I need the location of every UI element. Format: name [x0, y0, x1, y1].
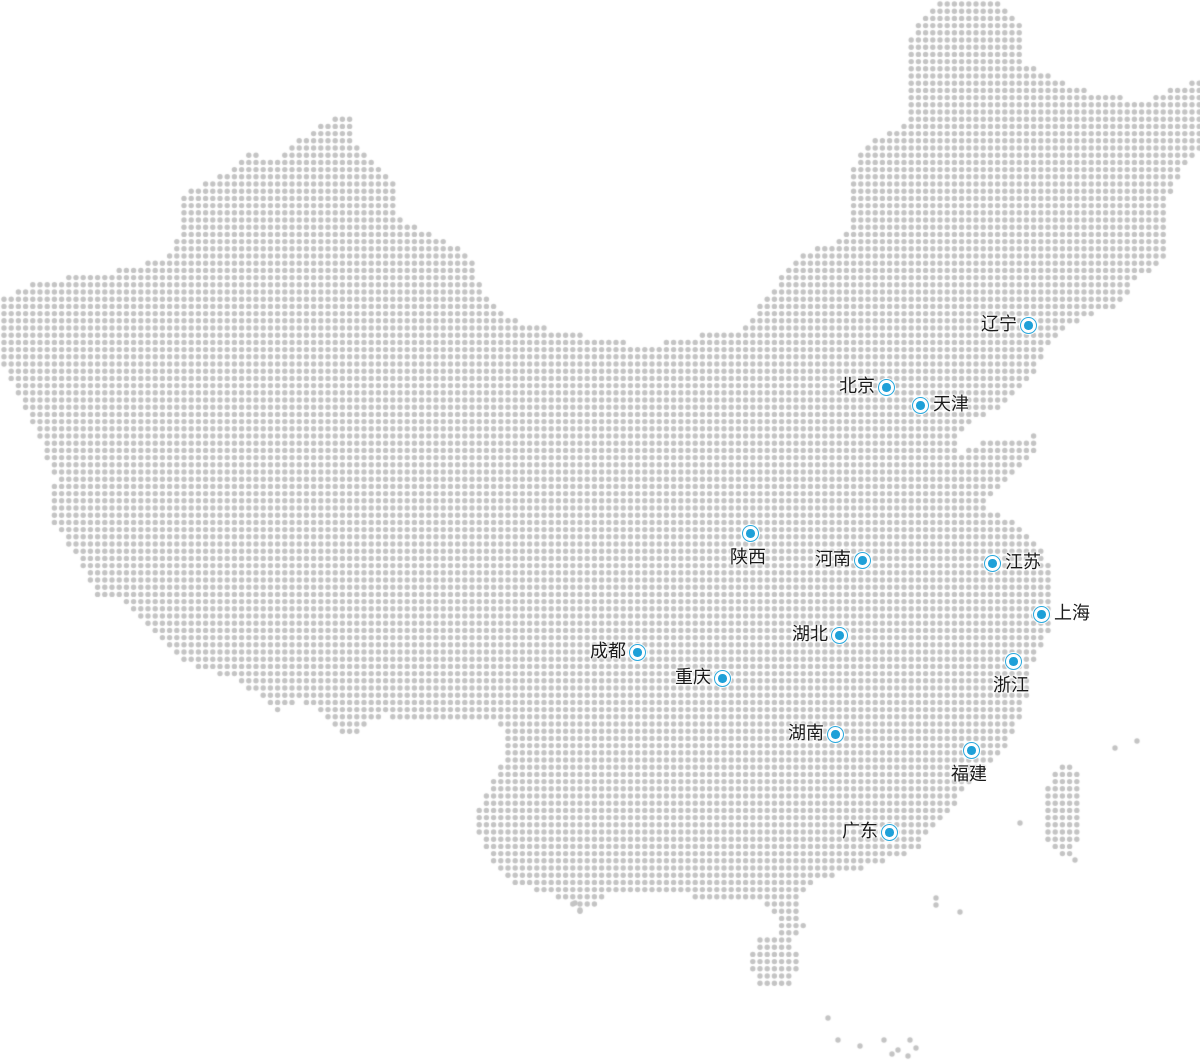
marker-label: 上海	[1054, 603, 1090, 624]
marker-label: 浙江	[993, 675, 1029, 696]
marker-label: 天津	[933, 394, 969, 415]
marker-label: 湖北	[792, 624, 828, 645]
location-pin-icon[interactable]	[629, 644, 646, 661]
marker-label: 陕西	[730, 547, 766, 568]
location-pin-icon[interactable]	[831, 627, 848, 644]
location-pin-icon[interactable]	[1033, 606, 1050, 623]
marker-label: 湖南	[788, 723, 824, 744]
location-pin-icon[interactable]	[963, 742, 980, 759]
marker-label: 广东	[842, 821, 878, 842]
location-pin-icon[interactable]	[984, 555, 1001, 572]
marker-label: 重庆	[675, 667, 711, 688]
location-pin-icon[interactable]	[881, 824, 898, 841]
location-pin-icon[interactable]	[827, 726, 844, 743]
marker-label: 江苏	[1005, 552, 1041, 573]
marker-label: 福建	[951, 764, 987, 785]
location-pin-icon[interactable]	[854, 552, 871, 569]
location-pin-icon[interactable]	[912, 397, 929, 414]
location-pin-icon[interactable]	[1005, 653, 1022, 670]
marker-label: 河南	[815, 549, 851, 570]
location-pin-icon[interactable]	[878, 379, 895, 396]
location-pin-icon[interactable]	[714, 670, 731, 687]
marker-label: 北京	[839, 376, 875, 397]
marker-label: 成都	[590, 641, 626, 662]
location-pin-icon[interactable]	[742, 525, 759, 542]
marker-label: 辽宁	[981, 314, 1017, 335]
location-pin-icon[interactable]	[1020, 317, 1037, 334]
